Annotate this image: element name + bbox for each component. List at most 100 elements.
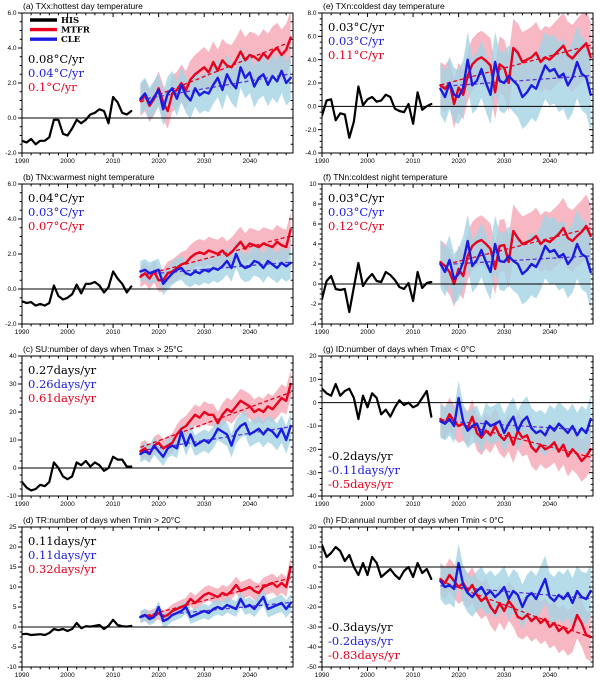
mtfr-series-line xyxy=(139,36,292,113)
axes-frame xyxy=(318,526,594,671)
svg-text:2000: 2000 xyxy=(360,158,375,165)
trend-annotations: 0.04°C/yr0.03°C/yr0.07°C/yr xyxy=(28,191,85,233)
svg-text:0.0: 0.0 xyxy=(7,115,16,122)
svg-text:2.0: 2.0 xyxy=(7,251,16,258)
cle-uncertainty-band xyxy=(440,380,591,458)
his-series-line xyxy=(322,543,433,581)
mtfr-series-line xyxy=(139,228,292,282)
svg-text:10: 10 xyxy=(309,377,317,384)
svg-text:2040: 2040 xyxy=(242,329,257,336)
svg-text:-2.0: -2.0 xyxy=(5,150,17,157)
cle-series-line xyxy=(139,595,292,623)
cle-series-line xyxy=(439,561,592,609)
svg-text:2000: 2000 xyxy=(60,158,75,165)
svg-text:15: 15 xyxy=(9,564,17,571)
axes-frame xyxy=(318,355,594,500)
panel-e-plot: -4.0 -2.0 0.0 2.0 4.0 6.0 8.0 1990 2000 2010 2020 2… xyxy=(305,10,594,165)
his-series-line xyxy=(322,85,433,139)
trend-annotation: -0.3days/yr xyxy=(328,620,393,634)
legend-label-mtfr: MTFR xyxy=(61,26,91,36)
svg-text:2010: 2010 xyxy=(406,672,421,679)
axis-tick-labels: -50 -40 -30 -20 -10 0 10 20 1990 2000 2010 2020 2030… xyxy=(307,524,557,679)
svg-text:-5: -5 xyxy=(11,644,17,651)
cle-uncertainty-band xyxy=(440,544,591,630)
svg-text:2020: 2020 xyxy=(451,501,466,508)
legend-label-his: HIS xyxy=(61,16,79,26)
svg-text:2010: 2010 xyxy=(106,672,121,679)
svg-text:0: 0 xyxy=(13,624,17,631)
axis-tick-labels: -2.0 0.0 2.0 4.0 6.0 1990 2000 2010 2020 2030 2040 xyxy=(5,10,257,165)
svg-text:0.0: 0.0 xyxy=(307,104,316,111)
svg-text:2020: 2020 xyxy=(451,672,466,679)
trend-annotation: 0.03°C/yr xyxy=(328,34,385,48)
svg-text:2030: 2030 xyxy=(197,158,212,165)
panel-b: -2.0 0.0 2.0 4.0 6.0 1990 2000 2010 2020 2030 2040… xyxy=(0,171,300,343)
svg-text:2040: 2040 xyxy=(542,329,557,336)
svg-text:5: 5 xyxy=(13,604,17,611)
mtfr-series-line xyxy=(139,382,292,456)
svg-text:2040: 2040 xyxy=(542,158,557,165)
svg-text:2040: 2040 xyxy=(542,672,557,679)
cle-series-line xyxy=(139,66,292,111)
svg-text:-10: -10 xyxy=(7,493,17,500)
svg-text:2030: 2030 xyxy=(497,501,512,508)
trend-annotations: -0.2days/yr-0.11days/yr-0.5days/yr xyxy=(328,449,400,491)
svg-text:1990: 1990 xyxy=(15,672,30,679)
svg-text:30: 30 xyxy=(9,381,17,388)
svg-text:-10: -10 xyxy=(7,664,17,671)
trend-annotation: 0.08°C/yr xyxy=(28,52,85,66)
panel-g-title: (g) ID:number of days when Tmax < 0°C xyxy=(323,344,476,354)
svg-text:-4: -4 xyxy=(311,321,317,328)
panel-f: -4 -2 0 2 4 6 8 10 1990 2000 2010 2020 2030 2040 0.03°… xyxy=(300,171,600,343)
svg-text:1990: 1990 xyxy=(315,672,330,679)
svg-text:4.0: 4.0 xyxy=(7,216,16,223)
svg-text:-30: -30 xyxy=(307,624,317,631)
svg-text:2.0: 2.0 xyxy=(7,80,16,87)
svg-text:10: 10 xyxy=(9,584,17,591)
svg-text:2010: 2010 xyxy=(106,329,121,336)
svg-text:1990: 1990 xyxy=(315,501,330,508)
svg-text:-2.0: -2.0 xyxy=(5,321,17,328)
panel-d: -10 -5 0 5 10 15 20 25 1990 2000 2010 2020 2030 2040 0… xyxy=(0,514,300,686)
panel-g: -40 -30 -20 -10 0 10 20 1990 2000 2010 2020 2030 204… xyxy=(300,343,600,515)
svg-text:4: 4 xyxy=(313,241,317,248)
svg-text:-10: -10 xyxy=(307,584,317,591)
trend-annotation: 0.11°C/yr xyxy=(328,48,385,62)
svg-text:2010: 2010 xyxy=(406,158,421,165)
svg-text:-20: -20 xyxy=(307,447,317,454)
his-series-line xyxy=(22,270,133,307)
svg-text:2020: 2020 xyxy=(151,329,166,336)
svg-text:2030: 2030 xyxy=(197,672,212,679)
trend-annotation: 0.61days/yr xyxy=(28,391,97,405)
cle-uncertainty-band xyxy=(440,25,591,133)
trend-annotation: 0.11days/yr xyxy=(28,548,97,562)
trend-annotations: -0.3days/yr-0.2days/yr-0.83days/yr xyxy=(328,620,400,662)
svg-text:-40: -40 xyxy=(307,644,317,651)
his-series-line xyxy=(22,95,133,146)
svg-text:1990: 1990 xyxy=(15,158,30,165)
trend-annotations: 0.03°C/yr0.03°C/yr0.11°C/yr xyxy=(328,20,385,62)
panel-b-plot: -2.0 0.0 2.0 4.0 6.0 1990 2000 2010 2020 2030 2040… xyxy=(5,181,294,336)
svg-text:2000: 2000 xyxy=(60,672,75,679)
his-series-line xyxy=(322,261,433,314)
axes-frame xyxy=(18,183,294,328)
panel-c: -10 0 10 20 30 40 1990 2000 2010 2020 2030 2040 0.27… xyxy=(0,343,300,515)
trend-annotation: 0.07°C/yr xyxy=(28,219,85,233)
svg-text:6.0: 6.0 xyxy=(7,181,16,188)
svg-text:2.0: 2.0 xyxy=(307,80,316,87)
svg-text:1990: 1990 xyxy=(315,158,330,165)
trend-annotations: 0.27days/yr0.26days/yr0.61days/yr xyxy=(28,363,97,405)
panel-d-title: (d) TR:number of days when Tmin > 20°C xyxy=(23,515,181,525)
svg-text:-30: -30 xyxy=(307,470,317,477)
trend-annotation: -0.2days/yr xyxy=(328,449,393,463)
svg-text:2040: 2040 xyxy=(542,501,557,508)
his-series-line xyxy=(322,382,433,421)
svg-text:10: 10 xyxy=(309,181,317,188)
legend-label-cle: CLE xyxy=(61,35,81,45)
trend-annotation: 0.04°C/yr xyxy=(28,66,85,80)
axes-frame xyxy=(318,12,594,157)
svg-text:6.0: 6.0 xyxy=(307,34,316,41)
svg-text:2040: 2040 xyxy=(242,672,257,679)
